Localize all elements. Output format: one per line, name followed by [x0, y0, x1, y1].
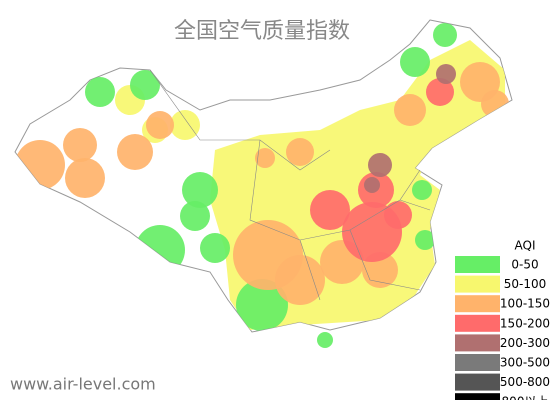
- legend-swatch: [455, 393, 500, 400]
- legend-label: 150-200: [500, 316, 550, 330]
- legend-swatch: [455, 256, 500, 273]
- legend-label: 800以上: [502, 395, 549, 400]
- area: [364, 177, 380, 193]
- area: [117, 134, 153, 170]
- area: [394, 94, 426, 126]
- area: [180, 201, 210, 231]
- map: [14, 19, 513, 348]
- area: [65, 158, 105, 198]
- area: [85, 77, 115, 107]
- area: [286, 138, 314, 166]
- aqi-areas: [15, 23, 509, 331]
- legend-label: 300-500: [500, 356, 550, 370]
- watermark: www.air-level.com: [10, 375, 156, 394]
- area: [481, 90, 509, 118]
- area: [15, 140, 65, 190]
- area: [130, 70, 160, 100]
- area: [433, 23, 457, 47]
- area: [317, 332, 333, 348]
- area: [200, 233, 230, 263]
- area: [426, 78, 454, 106]
- legend-label: 50-100: [504, 277, 547, 291]
- legend-label: 0-50: [511, 258, 538, 272]
- area: [170, 110, 200, 140]
- area: [275, 255, 325, 305]
- legend-swatch: [455, 295, 500, 313]
- legend-swatch: [455, 334, 500, 352]
- province-borders: [149, 69, 431, 301]
- area: [255, 148, 275, 168]
- area: [236, 279, 288, 331]
- area: [368, 153, 392, 177]
- area: [310, 190, 350, 230]
- area: [436, 64, 456, 84]
- area: [63, 128, 97, 162]
- area: [415, 230, 435, 250]
- legend: AQI 0-50 50-100 100-150 150-200 200-300 300-5…: [452, 236, 555, 400]
- area: [182, 172, 218, 208]
- map-title: 全国空气质量指数: [174, 19, 350, 44]
- area: [384, 201, 412, 229]
- legend-swatch: [455, 314, 500, 332]
- legend-swatch: [455, 373, 500, 391]
- legend-title: AQI: [515, 239, 536, 253]
- legend-label: 100-150: [500, 297, 550, 311]
- area: [400, 47, 430, 77]
- legend-swatch: [455, 354, 500, 371]
- area: [135, 225, 185, 275]
- legend-label: 200-300: [500, 336, 550, 350]
- area: [412, 180, 432, 200]
- legend-swatch: [455, 275, 500, 293]
- area: [146, 111, 174, 139]
- legend-label: 500-800: [500, 375, 550, 389]
